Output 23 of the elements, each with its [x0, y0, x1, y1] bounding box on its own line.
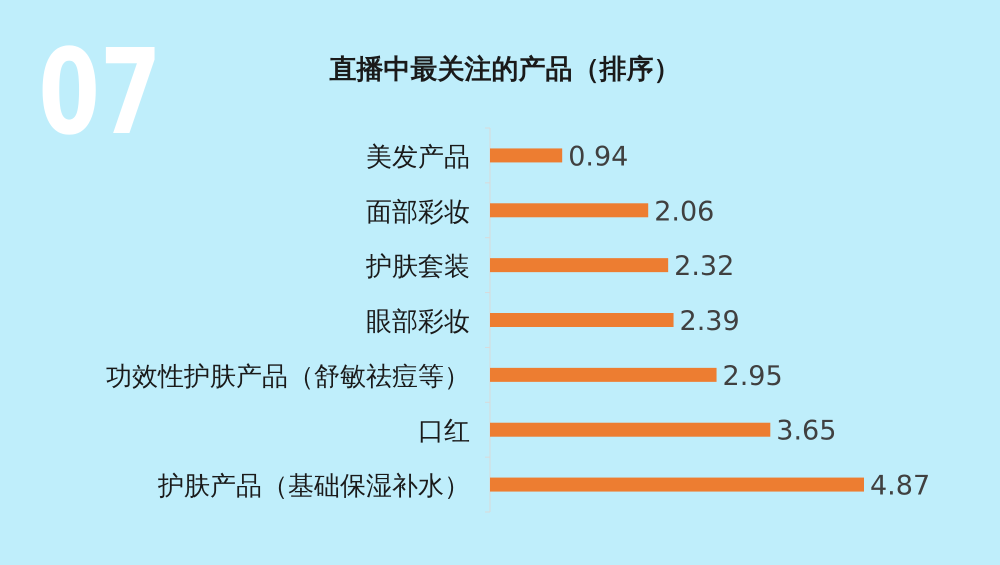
bar: [490, 203, 648, 218]
bar: [490, 258, 668, 272]
data-label: 4.87: [870, 470, 930, 502]
bar: [490, 313, 674, 327]
bar: [490, 422, 770, 437]
bar: [490, 478, 864, 492]
y-tick-label: 护肤产品（基础保湿补水）: [157, 472, 470, 502]
y-tick-label: 口红: [418, 416, 470, 447]
y-tick-label: 美发产品: [366, 142, 470, 172]
y-tick-label: 面部彩妆: [366, 197, 470, 228]
data-label: 2.39: [680, 306, 740, 337]
data-label: 2.95: [722, 360, 783, 392]
y-tick-label: 护肤套装: [365, 252, 470, 282]
bar: [490, 148, 562, 162]
chart-title: 直播中最关注的产品（排序）: [328, 54, 680, 85]
data-label: 0.94: [568, 141, 628, 172]
data-label: 2.06: [654, 196, 714, 228]
y-tick-label: 功效性护肤产品（舒敏祛痘等）: [106, 362, 470, 392]
data-label: 2.32: [674, 251, 734, 282]
data-label: 3.65: [776, 416, 836, 447]
y-tick-label: 眼部彩妆: [366, 307, 470, 337]
text: 07: [38, 23, 162, 162]
bar: [490, 368, 717, 382]
